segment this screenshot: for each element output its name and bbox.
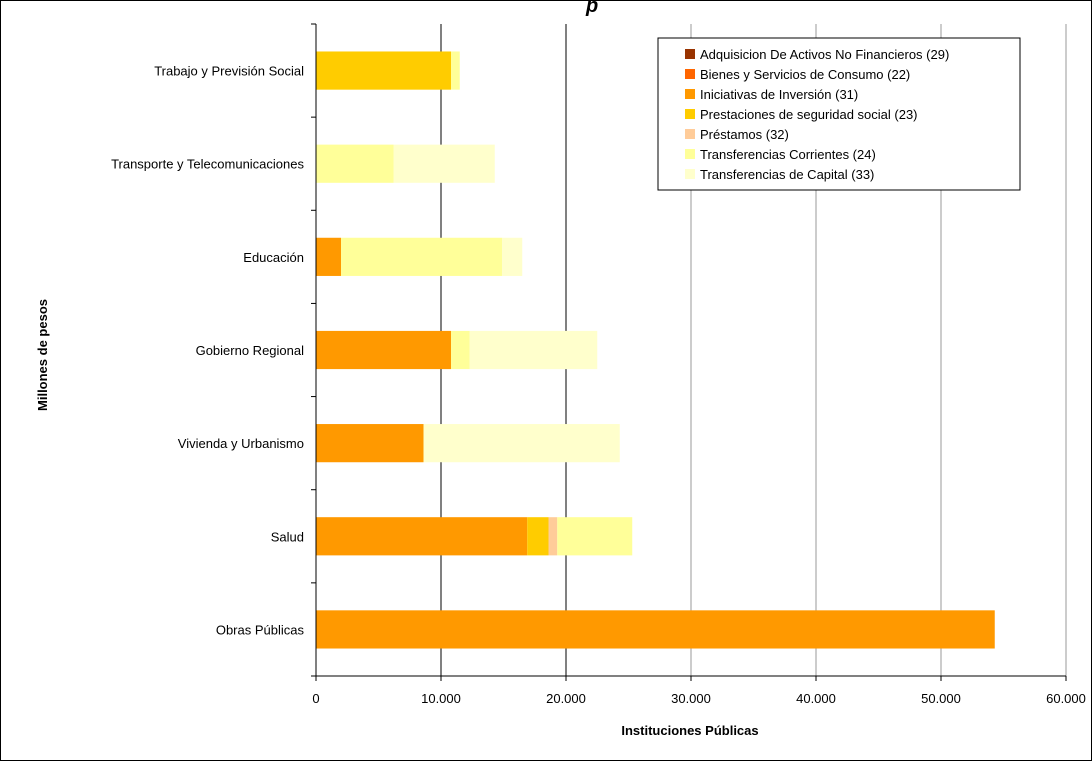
- bar-segment: [316, 424, 424, 463]
- y-tick-label: Vivienda y Urbanismo: [178, 436, 304, 451]
- x-tick-label: 60.000: [1046, 691, 1086, 706]
- bar-segment: [316, 330, 451, 370]
- chart-title-fragment: p: [586, 0, 599, 17]
- x-axis-title: Instituciones Públicas: [621, 723, 758, 738]
- x-tick-label: 0: [312, 691, 319, 706]
- bar-segment: [393, 144, 495, 183]
- bar-segment: [451, 330, 470, 370]
- legend-label: Transferencias Corrientes (24): [700, 147, 876, 162]
- legend-swatch: [685, 169, 695, 179]
- legend-swatch: [685, 129, 695, 139]
- bar-segment: [469, 330, 598, 370]
- bar-segment: [548, 517, 558, 556]
- x-tick-label: 20.000: [546, 691, 586, 706]
- legend-swatch: [685, 109, 695, 119]
- legend-box: [657, 37, 1021, 191]
- legend-swatch: [685, 89, 695, 99]
- y-tick-label: Salud: [271, 529, 304, 544]
- y-tick-label: Trabajo y Previsión Social: [154, 64, 304, 79]
- y-tick-label: Transporte y Telecomunicaciones: [111, 157, 304, 172]
- bar-segment: [316, 517, 528, 556]
- legend: Adquisicion De Activos No Financieros (2…: [657, 37, 1021, 191]
- legend-swatch: [685, 49, 695, 59]
- bar-segment: [451, 51, 460, 90]
- legend-label: Transferencias de Capital (33): [700, 167, 874, 182]
- bar-segment: [316, 610, 995, 649]
- bar-segment: [341, 237, 503, 276]
- legend-label: Iniciativas de Inversión (31): [700, 87, 858, 102]
- bar-segment: [557, 517, 633, 556]
- bar-segment: [527, 517, 549, 556]
- x-tick-label: 10.000: [421, 691, 461, 706]
- axes: Trabajo y Previsión Social Transporte y T…: [111, 23, 1086, 706]
- bar-segment: [316, 144, 394, 183]
- legend-label: Bienes y Servicios de Consumo (22): [700, 67, 910, 82]
- y-axis-title: Millones de pesos: [35, 299, 50, 411]
- bar-segment: [316, 237, 341, 276]
- bar-segment: [316, 51, 451, 90]
- bar-segment: [502, 237, 523, 276]
- y-tick-label: Gobierno Regional: [196, 343, 305, 358]
- y-tick-label: Educación: [243, 250, 304, 265]
- legend-swatch: [685, 69, 695, 79]
- legend-label: Prestaciones de seguridad social (23): [700, 107, 918, 122]
- x-tick-label: 40.000: [796, 691, 836, 706]
- legend-swatch: [685, 149, 695, 159]
- legend-label: Préstamos (32): [700, 127, 789, 142]
- bar-segment: [423, 424, 620, 463]
- x-tick-label: 30.000: [671, 691, 711, 706]
- bars: [316, 51, 995, 649]
- y-tick-label: Obras Públicas: [216, 622, 305, 637]
- legend-label: Adquisicion De Activos No Financieros (2…: [700, 47, 949, 62]
- x-tick-label: 50.000: [921, 691, 961, 706]
